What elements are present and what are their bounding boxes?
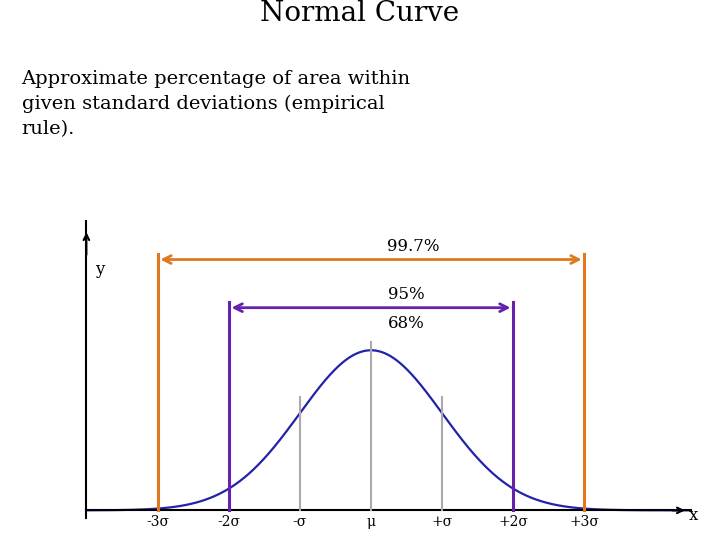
Text: x: x (689, 507, 698, 524)
Text: Normal Curve: Normal Curve (261, 0, 459, 27)
Text: 95%: 95% (388, 286, 425, 303)
Text: 68%: 68% (388, 315, 425, 332)
Text: Approximate percentage of area within
given standard deviations (empirical
rule): Approximate percentage of area within gi… (22, 70, 410, 138)
Text: 99.7%: 99.7% (387, 238, 440, 255)
Text: y: y (95, 261, 104, 278)
